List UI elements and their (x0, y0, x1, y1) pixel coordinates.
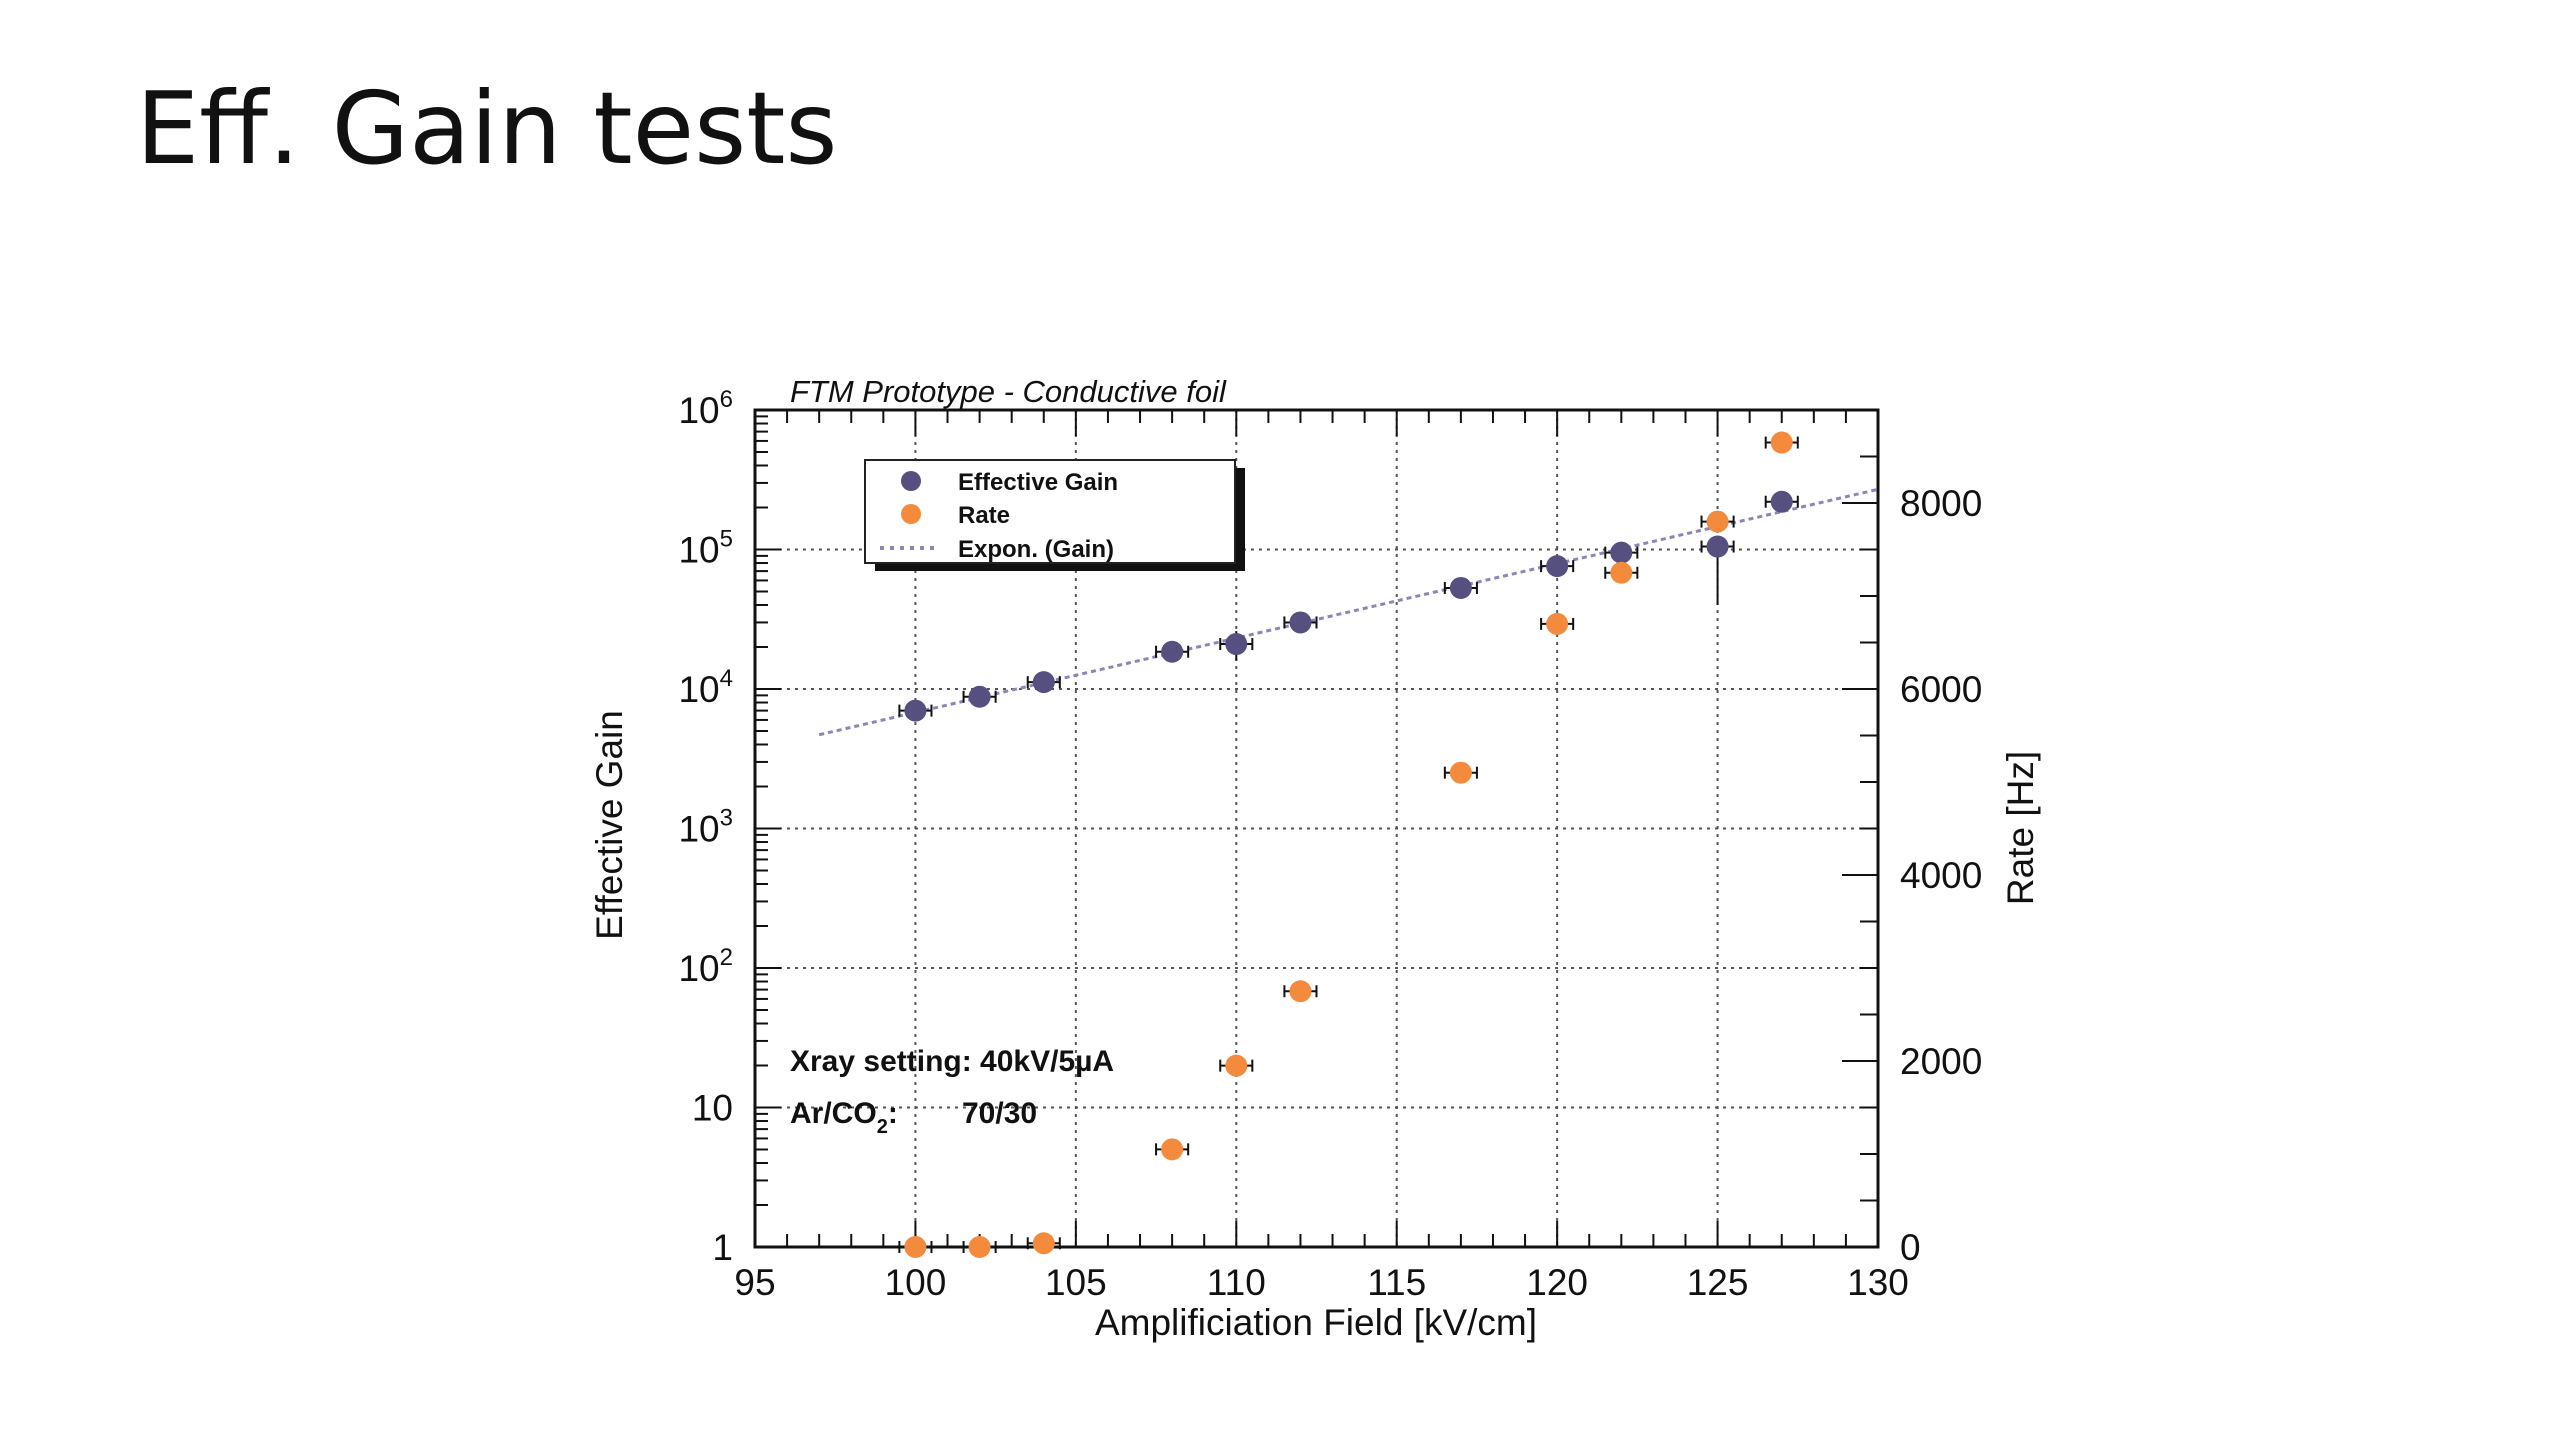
effective-gain-point (1161, 640, 1184, 663)
x-axis-title: Amplificiation Field [kV/cm] (1095, 1302, 1537, 1343)
y2-tick-label: 0 (1900, 1227, 1921, 1268)
labels-layer: 95 100 105 110 115 120 125 13011010210310410510… (678, 386, 1982, 1303)
y-tick-label: 10 (692, 1088, 733, 1129)
chart-title: FTM Prototype - Conductive foil (790, 374, 1227, 409)
legend-label-fit: Expon. (Gain) (958, 536, 1114, 563)
legend-marker-effective-gain (901, 471, 921, 491)
effective-gain-point (1289, 611, 1312, 634)
grid-layer (755, 410, 1878, 1247)
y2-tick-label: 4000 (1900, 855, 1982, 896)
x-tick-label: 130 (1847, 1262, 1909, 1303)
x-tick-label: 125 (1687, 1262, 1749, 1303)
x-tick-label: 115 (1367, 1262, 1426, 1303)
annotation-gas-value: 70/30 (962, 1097, 1037, 1130)
x-tick-label: 95 (734, 1262, 775, 1303)
x-tick-label: 100 (885, 1262, 947, 1303)
y2-tick-label: 8000 (1900, 483, 1982, 524)
slide-title: Eff. Gain tests (136, 70, 838, 187)
rate-point (904, 1236, 927, 1258)
annotation-gas-label: Ar/CO (790, 1097, 877, 1130)
rate-point (1449, 761, 1472, 784)
plot-frame (753, 408, 1880, 1249)
effective-gain-point (968, 685, 991, 708)
y-tick-label: 105 (678, 526, 733, 571)
rate-point (968, 1236, 991, 1258)
annotation-gas-subscript: 2 (877, 1116, 888, 1138)
effective-gain-point (1610, 541, 1633, 564)
annotation-xray: Xray setting: 40kV/5µA (790, 1045, 1114, 1078)
legend-marker-rate (901, 504, 921, 524)
rate-point (1161, 1138, 1184, 1161)
marks-layer (898, 431, 1799, 1258)
x-tick-label: 105 (1045, 1262, 1107, 1303)
rate-point (1610, 561, 1633, 584)
annotation-gas: Ar/CO2: (790, 1097, 898, 1138)
effective-gain-point (1770, 490, 1793, 513)
y-axis-title: Effective Gain (589, 710, 630, 940)
y-tick-label: 102 (678, 944, 733, 989)
effective-gain-point (1032, 671, 1055, 694)
annotation-gas-colon: : (888, 1097, 898, 1130)
y-tick-label: 106 (678, 386, 733, 431)
y2-tick-label: 6000 (1900, 669, 1982, 710)
y2-axis-title: Rate [Hz] (2000, 751, 2041, 905)
rate-point (1770, 431, 1793, 454)
legend-box (864, 459, 1236, 564)
y-tick-label: 104 (678, 665, 733, 710)
rate-point (1225, 1054, 1248, 1077)
legend-label-rate: Rate (958, 502, 1010, 529)
effective-gain-point (904, 699, 927, 722)
y-tick-label: 103 (678, 805, 733, 850)
y-tick-label: 1 (712, 1227, 733, 1268)
rate-point (1546, 612, 1569, 635)
rate-point (1289, 980, 1312, 1003)
effective-gain-point (1449, 576, 1472, 599)
y2-tick-label: 2000 (1900, 1041, 1982, 1082)
legend: Effective Gain Rate Expon. (Gain) (864, 459, 1245, 571)
x-tick-label: 110 (1207, 1262, 1266, 1303)
effective-gain-point (1225, 633, 1248, 656)
x-tick-label: 120 (1526, 1262, 1588, 1303)
effective-gain-point (1706, 535, 1729, 558)
legend-label-effective-gain: Effective Gain (958, 469, 1118, 496)
rate-point (1706, 510, 1729, 533)
rate-point (1032, 1232, 1055, 1255)
effective-gain-point (1546, 555, 1569, 578)
